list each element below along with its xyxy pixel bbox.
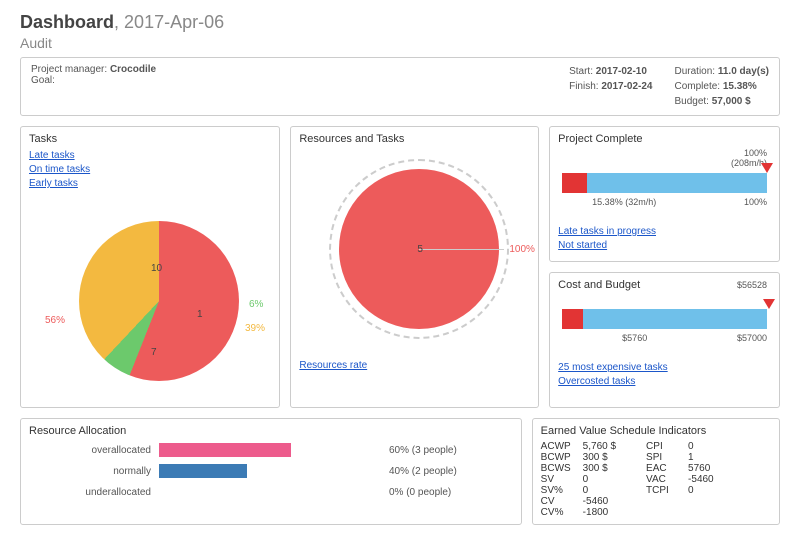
ra-row-text: 60% (3 people) [379,445,457,456]
evm-row: EAC5760 [646,463,714,474]
tasks-title: Tasks [29,133,271,145]
evm-row: CV%-1800 [541,507,616,518]
ontime-tasks-link[interactable]: On time tasks [29,164,90,175]
start-row: Start: 2017-02-10 [569,64,652,79]
ra-row: underallocated 0% (0 people) [29,483,513,501]
evm-left-col: ACWP5,760 $BCWP300 $BCWS300 $SV0SV%0CV-5… [541,441,616,518]
complete-title: Project Complete [558,133,771,145]
evm-row: CV-5460 [541,496,616,507]
evm-row: ACWP5,760 $ [541,441,616,452]
triangle-marker-icon [763,299,775,309]
resources-rate-link[interactable]: Resources rate [299,360,367,371]
finish-row: Finish: 2017-02-24 [569,79,652,94]
resources-panel: Resources and Tasks 5 100% Resources rat… [290,126,539,408]
resources-pie-chart: 5 100% [299,149,530,359]
evm-row: VAC-5460 [646,474,714,485]
ra-row-label: underallocated [29,487,159,498]
evm-row: TCPI0 [646,485,714,496]
not-started-link[interactable]: Not started [558,240,607,251]
cost-panel: Cost and Budget $56528 $5760 $57000 25 m… [549,272,780,408]
duration-row: Duration: 11.0 day(s) [674,64,769,79]
tasks-pie-chart: 10 1 7 56% 6% 39% [29,191,271,401]
evm-row: CPI0 [646,441,714,452]
late-progress-link[interactable]: Late tasks in progress [558,226,656,237]
complete-bar [562,173,767,193]
late-tasks-link[interactable]: Late tasks [29,150,75,161]
expensive-tasks-link[interactable]: 25 most expensive tasks [558,362,668,373]
evm-row: BCWS300 $ [541,463,616,474]
ra-panel: Resource Allocation overallocated 60% (3 … [20,418,522,525]
complete-panel: Project Complete 100% (208m/h) 15.38% (3… [549,126,780,262]
ra-row-text: 40% (2 people) [379,466,457,477]
title-date: 2017-Apr-06 [124,12,224,32]
cost-top-label: $56528 [737,281,767,291]
evm-row: SV0 [541,474,616,485]
goal-row: Goal: [31,75,569,86]
budget-row: Budget: 57,000 $ [674,94,769,109]
pm-row: Project manager: Crocodile [31,64,569,75]
complete-row: Complete: 15.38% [674,79,769,94]
meta-box: Project manager: Crocodile Goal: Start: … [20,57,780,116]
early-tasks-link[interactable]: Early tasks [29,178,78,189]
ra-chart: overallocated 60% (3 people) normally 40% (… [29,441,513,501]
overcosted-link[interactable]: Overcosted tasks [558,376,635,387]
evm-right-col: CPI0SPI1EAC5760VAC-5460TCPI0 [646,441,714,518]
ra-row: normally 40% (2 people) [29,462,513,480]
evm-title: Earned Value Schedule Indicators [541,425,771,437]
title-sep: , [114,12,124,32]
triangle-marker-icon [761,163,773,173]
cost-bar [562,309,767,329]
ra-title: Resource Allocation [29,425,513,437]
evm-row: SV%0 [541,485,616,496]
ra-row-label: overallocated [29,445,159,456]
tasks-panel: Tasks Late tasks On time tasks Early tas… [20,126,280,408]
page-title: Dashboard, 2017-Apr-06 [20,12,780,33]
ra-row-label: normally [29,466,159,477]
title-bold: Dashboard [20,12,114,32]
evm-row: SPI1 [646,452,714,463]
resources-title: Resources and Tasks [299,133,530,145]
ra-row: overallocated 60% (3 people) [29,441,513,459]
evm-row: BCWP300 $ [541,452,616,463]
subtitle: Audit [20,35,780,51]
evm-panel: Earned Value Schedule Indicators ACWP5,7… [532,418,780,525]
ra-row-text: 0% (0 people) [379,487,451,498]
